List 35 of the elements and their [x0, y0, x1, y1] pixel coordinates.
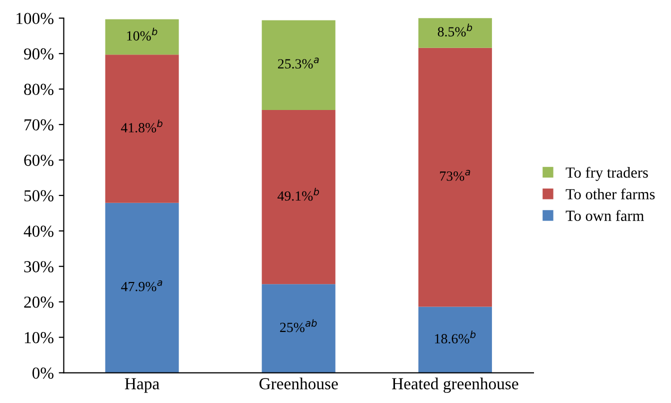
y-tick-label: 10% [24, 332, 54, 344]
y-tick-label: 60% [24, 154, 54, 166]
data-label: 25%$^{ab}$ [280, 319, 317, 332]
x-tick-label: Greenhouse [259, 378, 338, 390]
data-label: 8.5%$^{b}$ [438, 24, 472, 37]
x-tick-label: Heated greenhouse [392, 378, 518, 393]
data-label: 73%$^{a}$ [440, 170, 470, 181]
y-tick-label: 50% [24, 190, 54, 202]
y-tick-label: 20% [24, 296, 54, 308]
bar [418, 306, 492, 373]
bar [105, 202, 179, 373]
y-tick-label: 90% [24, 48, 54, 60]
data-label: 10%$^{b}$ [127, 28, 158, 41]
data-label: 49.1%$^{b}$ [278, 188, 319, 201]
legend-label: To fry traders [566, 166, 648, 181]
bar [262, 20, 336, 110]
data-label: 25.3%$^{a}$ [278, 58, 319, 69]
data-label: 41.8%$^{b}$ [120, 120, 162, 132]
bar [262, 284, 336, 373]
bar [105, 54, 179, 203]
bar [418, 18, 492, 48]
data-label: 18.6%$^{b}$ [435, 330, 476, 344]
data-label: 47.9%$^{a}$ [121, 280, 162, 292]
bar [105, 19, 179, 55]
bar [262, 110, 336, 284]
y-tick-label: 100% [16, 12, 54, 24]
y-tick-label: 80% [24, 84, 54, 96]
y-tick-label: 40% [24, 226, 54, 237]
x-tick-label: Hapa [124, 378, 160, 393]
bar [418, 48, 492, 307]
y-tick-label: 0% [32, 367, 54, 379]
y-tick-label: 30% [24, 261, 54, 272]
legend-label: To other farms [566, 188, 655, 200]
legend-label: To own farm [566, 210, 644, 221]
y-tick-label: 70% [24, 119, 54, 131]
